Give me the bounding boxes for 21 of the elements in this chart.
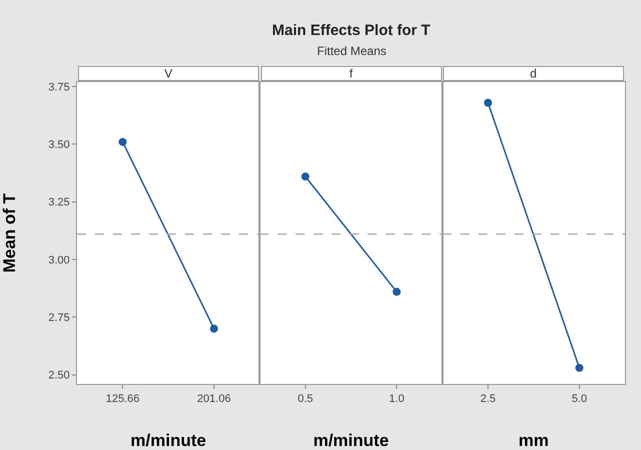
chart-title: V: [164, 66, 172, 80]
x-tick-label: 2.5: [480, 393, 496, 406]
x-tick-label: 0.5: [298, 393, 313, 406]
chart-title: d: [530, 66, 537, 80]
y-tick-label: 3.00: [48, 254, 70, 266]
x-axis-title: m/minute: [130, 431, 206, 450]
y-tick-label: 3.25: [48, 196, 70, 209]
chart-title: f: [349, 66, 354, 80]
x-tick-label: 5.0: [572, 393, 587, 406]
y-tick-label: 3.75: [48, 81, 70, 94]
text: Fitted Means: [317, 44, 386, 58]
y-axis-title: Mean of T: [0, 192, 19, 273]
x-tick-label: 125.66: [106, 393, 140, 406]
text: Main Effects Plot for T: [272, 22, 430, 39]
x-axis-title: mm: [518, 431, 549, 450]
y-tick-label: 2.75: [48, 312, 70, 324]
x-tick-label: 1.0: [389, 393, 404, 406]
x-axis-title: m/minute: [313, 431, 389, 450]
y-tick-label: 2.50: [48, 370, 70, 382]
y-tick-label: 3.50: [48, 139, 70, 152]
x-tick-label: 201.06: [197, 393, 231, 406]
